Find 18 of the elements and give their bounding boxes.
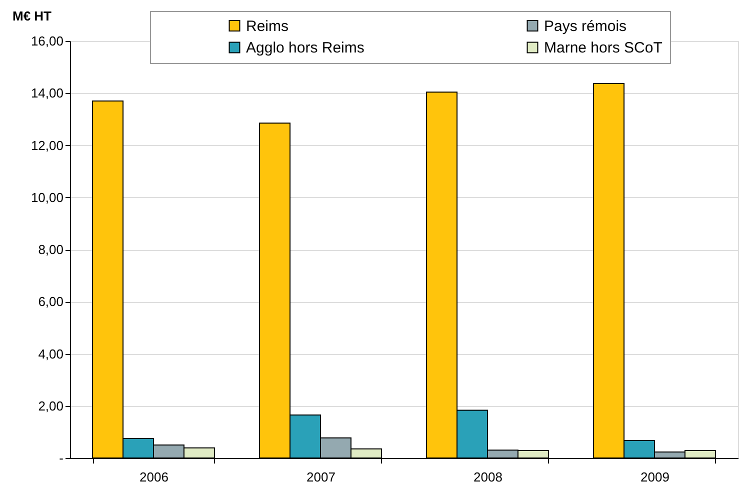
x-tick-label: 2007 [306,470,336,484]
x-tick-label: 2008 [474,470,502,484]
y-tick-label: 10,00 [30,190,64,205]
y-tick-label: 8,00 [38,242,64,257]
legend-label: Marne hors SCoT [544,40,662,56]
y-axis-title: M€ HT [12,8,52,24]
x-tick-label: 2009 [640,470,670,484]
legend-label: Reims [246,18,289,35]
y-tick-label: 4,00 [38,346,64,362]
y-tick-label: 12,00 [30,138,64,153]
y-tick-label: 2,00 [38,398,64,414]
y-tick-label: 6,00 [38,294,64,310]
y-tick-label: 14,00 [30,86,64,101]
x-tick-label: 2006 [140,470,168,484]
legend-label: Agglo hors Reims [246,40,364,56]
legend-label: Pays rémois [544,18,627,35]
y-tick-label: - [59,450,64,466]
y-tick-label: 16,00 [30,34,64,48]
